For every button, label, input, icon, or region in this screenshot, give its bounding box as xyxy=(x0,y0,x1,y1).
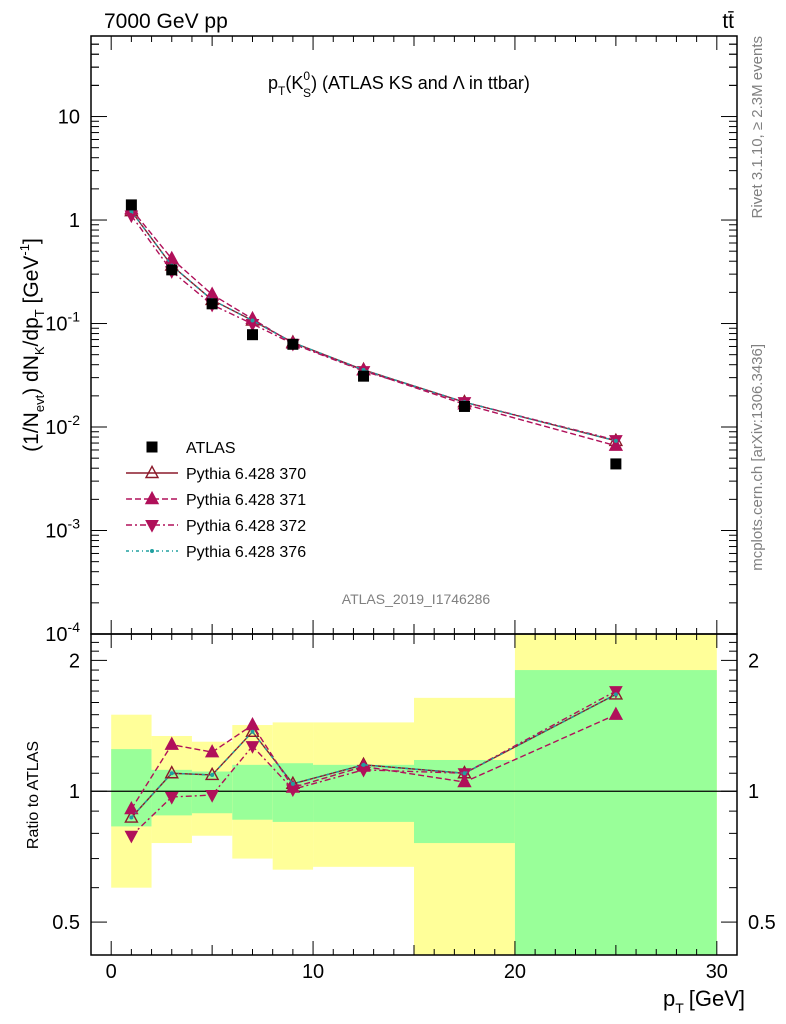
ratio-uncertainty-bands xyxy=(111,634,717,955)
data-point xyxy=(610,458,622,470)
data-point xyxy=(206,298,218,310)
header-left: 7000 GeV pp xyxy=(104,10,228,33)
ratio-series-point xyxy=(361,762,366,767)
ratio-series-point xyxy=(124,830,139,844)
y-tick-label-main: 10-1 xyxy=(45,309,80,336)
legend-label: Pythia 6.428 376 xyxy=(186,544,306,561)
ratio-series-point xyxy=(164,765,179,779)
x-tick-label: 20 xyxy=(504,961,526,983)
plot-title: pT(K0 S) (ATLAS KS and Λ in ttbar) xyxy=(268,69,530,100)
y-tick-label-main: 10-4 xyxy=(45,619,80,646)
ratio-series-point xyxy=(124,809,139,823)
legend-marker xyxy=(144,490,160,505)
ratio-series-point xyxy=(245,716,260,731)
data-point xyxy=(125,199,137,211)
rivet-version-label: Rivet 3.1.10, ≥ 2.3M events xyxy=(749,36,766,219)
title-mid: (K xyxy=(285,73,303,93)
y-tick-label-main: 1 xyxy=(69,210,80,232)
legend-marker xyxy=(145,520,159,533)
ratio-series-point xyxy=(290,781,295,786)
x-axis-label-sub: T xyxy=(675,1000,684,1016)
data-point xyxy=(287,338,299,350)
ratio-series-point xyxy=(204,744,220,758)
ratio-series-point xyxy=(608,706,624,720)
ratio-series-point xyxy=(609,686,623,699)
data-point xyxy=(247,329,258,341)
y-tick-label-main: 10 xyxy=(58,107,80,129)
y-tick-label-ratio-right: 0.5 xyxy=(748,912,776,934)
band-stat xyxy=(111,749,152,827)
y-tick-label-main: 10-3 xyxy=(45,516,80,543)
y-tick-label-main: 10-2 xyxy=(45,412,80,439)
ratio-series-point xyxy=(205,790,219,803)
main-series xyxy=(124,199,624,470)
data-point xyxy=(166,264,178,276)
legend: ATLAS Pythia 6.428 370 Pythia 6.428 371 Pyt… xyxy=(126,440,306,561)
y-tick-label-ratio: 1 xyxy=(69,781,80,803)
main-series-line xyxy=(130,215,617,441)
ratio-series-point xyxy=(124,800,139,815)
x-tick-label: 30 xyxy=(706,961,728,983)
ratio-series-point xyxy=(245,741,260,754)
main-series-point xyxy=(204,286,220,300)
x-axis-label-unit: [GeV] xyxy=(689,986,745,1011)
ratio-series-point xyxy=(164,736,179,750)
main-series-line xyxy=(130,210,617,442)
header-right: tt̄ xyxy=(722,10,734,33)
y-tick-label-ratio-right: 2 xyxy=(748,650,759,672)
data-point xyxy=(458,400,470,412)
title-post: ) (ATLAS KS and Λ in ttbar) xyxy=(311,73,530,93)
mcplots-label: mcplots.cern.ch [arXiv:1306.3436] xyxy=(749,344,766,571)
svg-text:(1/Nevt) dNK/dpT [GeV-1]: (1/Nevt) dNK/dpT [GeV-1] xyxy=(17,238,47,452)
ratio-series-point xyxy=(164,791,179,805)
main-series-line xyxy=(130,208,617,447)
legend-label: Pythia 6.428 371 xyxy=(186,492,306,509)
legend-label: Pythia 6.428 370 xyxy=(186,466,306,483)
x-tick-label: 10 xyxy=(302,961,324,983)
legend-label: ATLAS xyxy=(186,440,236,457)
ratio-series-point xyxy=(613,692,618,697)
band-stat xyxy=(232,764,273,820)
title-sup: 0 xyxy=(303,69,310,83)
y-axis-label-main: (1/Nevt) dNK/dpT [GeV-1] xyxy=(17,238,47,452)
ratio-series-point xyxy=(457,773,472,788)
legend-label: Pythia 6.428 372 xyxy=(186,518,306,535)
ratio-series xyxy=(124,686,624,844)
legend-marker xyxy=(150,549,154,553)
y-tick-label-ratio: 2 xyxy=(69,650,80,672)
x-axis-label-p: p xyxy=(663,986,675,1011)
title-sub-s: S xyxy=(303,86,311,100)
ratio-series-line xyxy=(130,714,617,810)
y-tick-label-ratio-right: 1 xyxy=(748,781,759,803)
main-series-line xyxy=(130,210,617,442)
legend-marker xyxy=(144,464,160,479)
main-series-point xyxy=(250,318,255,323)
ratio-series-point xyxy=(462,771,467,776)
ratio-series-point xyxy=(129,815,134,820)
title-p: p xyxy=(268,73,278,93)
ratio-series-point xyxy=(250,729,255,734)
data-point xyxy=(358,370,370,382)
legend-marker xyxy=(146,441,158,453)
x-tick-label: 0 xyxy=(106,961,117,983)
axis-ticks xyxy=(91,35,737,955)
ratio-series-point xyxy=(204,766,220,781)
main-series-point xyxy=(613,438,618,443)
x-axis-label: pT [GeV] xyxy=(663,986,745,1016)
ratio-series-point xyxy=(210,772,215,777)
tick-labels: 0 10 20 30 10-4 10-3 10-2 10-1 1 10 0.5 0.5 1 1 2 2 xyxy=(45,107,776,983)
y-axis-label-ratio: Ratio to ATLAS xyxy=(25,741,42,849)
analysis-id: ATLAS_2019_I1746286 xyxy=(342,591,491,607)
title-sub-t: T xyxy=(278,84,286,98)
y-tick-label-ratio: 0.5 xyxy=(52,912,80,934)
ratio-series-point xyxy=(169,771,174,776)
ratio-series-line xyxy=(130,693,617,818)
